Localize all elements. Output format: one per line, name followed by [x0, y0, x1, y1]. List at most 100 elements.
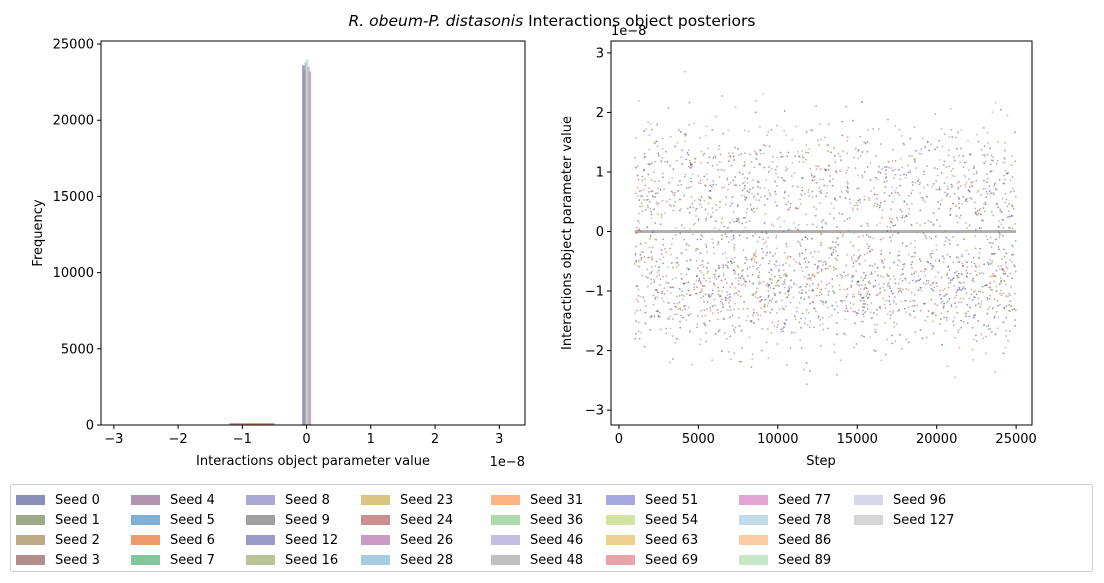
scatter-point — [861, 176, 864, 179]
scatter-point — [991, 289, 994, 292]
scatter-point — [878, 206, 881, 209]
scatter-point — [866, 303, 869, 306]
scatter-point — [1002, 248, 1005, 251]
scatter-point — [947, 310, 950, 313]
scatter-y-tick-label: 0 — [596, 225, 604, 240]
scatter-point — [804, 266, 807, 269]
scatter-point — [935, 244, 938, 247]
scatter-point — [954, 302, 956, 305]
scatter-point — [808, 273, 810, 276]
scatter-point — [876, 308, 878, 311]
scatter-point — [680, 277, 683, 280]
scatter-point — [760, 298, 763, 301]
scatter-point — [739, 277, 742, 280]
scatter-point — [768, 271, 770, 274]
scatter-point — [774, 293, 777, 296]
scatter-point — [1011, 205, 1014, 208]
scatter-point — [711, 359, 714, 362]
scatter-point — [1003, 279, 1005, 282]
scatter-point — [719, 160, 721, 163]
scatter-point — [651, 190, 654, 192]
scatter-point — [874, 331, 876, 333]
scatter-point — [859, 254, 862, 257]
scatter-point — [793, 282, 795, 285]
scatter-point — [754, 150, 756, 153]
scatter-point — [897, 259, 899, 261]
scatter-point — [1009, 300, 1012, 303]
scatter-y-scale-label: 1e−8 — [611, 24, 646, 39]
scatter-point — [974, 313, 977, 316]
scatter-point — [955, 136, 957, 139]
scatter-point — [638, 337, 641, 340]
scatter-point — [930, 256, 933, 259]
scatter-point — [667, 282, 670, 284]
scatter-point — [960, 253, 963, 256]
scatter-point — [978, 252, 981, 254]
scatter-point — [718, 328, 721, 331]
scatter-point — [712, 183, 715, 186]
scatter-point — [911, 255, 913, 258]
scatter-point — [755, 100, 757, 102]
scatter-point — [974, 235, 977, 238]
scatter-point — [897, 287, 900, 290]
scatter-point — [866, 150, 869, 153]
scatter-point — [973, 314, 976, 317]
scatter-point — [938, 188, 940, 191]
scatter-point — [758, 236, 761, 239]
scatter-point — [925, 237, 928, 240]
scatter-point — [976, 210, 979, 213]
scatter-point — [700, 271, 703, 274]
scatter-point — [914, 181, 917, 184]
scatter-point — [869, 282, 872, 285]
scatter-point — [937, 207, 940, 210]
scatter-point — [743, 187, 746, 190]
scatter-point — [798, 160, 801, 163]
scatter-point — [641, 210, 644, 213]
scatter-point — [638, 221, 641, 224]
scatter-point — [869, 273, 872, 276]
scatter-point — [770, 269, 773, 272]
scatter-point — [950, 183, 953, 186]
scatter-point — [883, 200, 886, 203]
scatter-point — [965, 292, 968, 294]
scatter-point — [816, 267, 819, 270]
scatter-point — [930, 221, 933, 223]
scatter-point — [801, 270, 804, 272]
scatter-point — [839, 231, 842, 234]
scatter-point — [753, 195, 756, 198]
scatter-point — [767, 302, 770, 304]
scatter-point — [905, 299, 908, 302]
scatter-point — [791, 138, 794, 141]
scatter-point — [891, 292, 894, 295]
scatter-point — [658, 284, 661, 286]
scatter-point — [640, 258, 643, 261]
scatter-point — [657, 314, 660, 317]
scatter-point — [691, 233, 694, 236]
scatter-point — [801, 189, 804, 192]
scatter-point — [806, 324, 809, 326]
scatter-point — [733, 261, 736, 264]
scatter-point — [767, 189, 770, 192]
scatter-point — [904, 279, 907, 281]
legend-item: Seed 54 — [606, 510, 698, 530]
scatter-point — [964, 287, 967, 290]
scatter-point — [905, 174, 908, 176]
scatter-point — [907, 341, 910, 344]
scatter-point — [903, 143, 906, 146]
scatter-point — [859, 288, 862, 290]
scatter-point — [978, 272, 981, 275]
scatter-point — [711, 211, 714, 214]
scatter-point — [759, 149, 762, 151]
scatter-point — [635, 192, 637, 195]
scatter-point — [852, 119, 854, 122]
scatter-point — [899, 289, 902, 292]
scatter-point — [793, 269, 796, 272]
legend-label: Seed 1 — [55, 512, 100, 528]
scatter-point — [719, 300, 722, 303]
scatter-point — [769, 268, 772, 271]
scatter-point — [908, 313, 911, 316]
scatter-point — [990, 288, 992, 291]
scatter-point — [896, 264, 899, 266]
scatter-point — [743, 163, 746, 166]
legend-item: Seed 78 — [739, 510, 831, 530]
